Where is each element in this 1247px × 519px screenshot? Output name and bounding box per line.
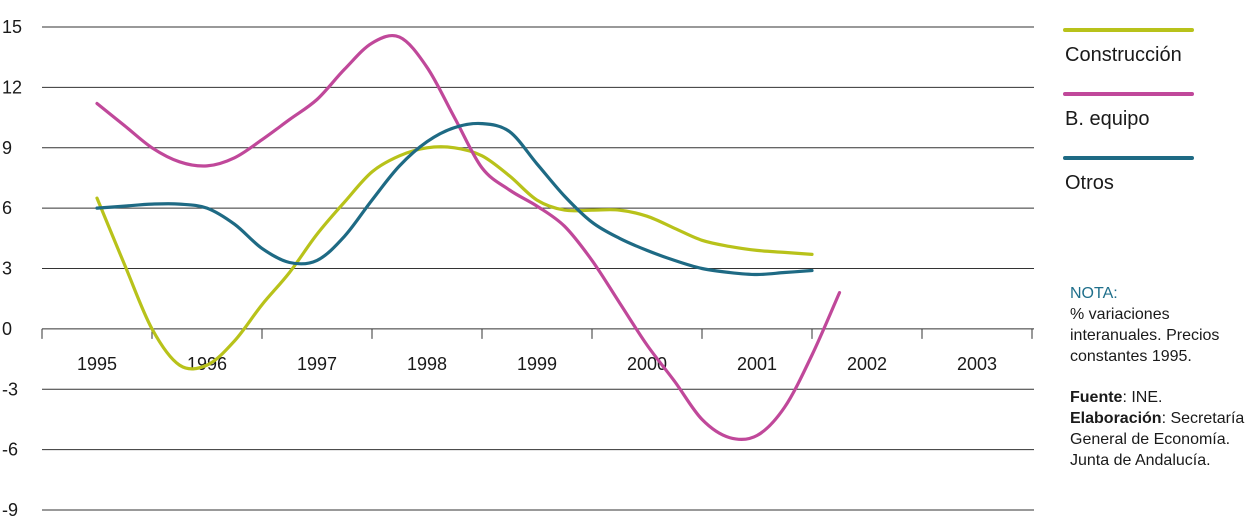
legend-label-b-equipo: B. equipo <box>1065 108 1150 130</box>
fuente-line: Fuente: INE. <box>1070 387 1247 408</box>
legend-swatch-construccion <box>1063 28 1194 32</box>
gridlines <box>42 26 1034 511</box>
y-tick-label: 15 <box>2 17 22 37</box>
legend: Construcción B. equipo Otros <box>1063 22 1243 214</box>
legend-label-construccion: Construcción <box>1065 44 1182 66</box>
y-tick-label: 0 <box>2 319 12 339</box>
y-tick-label: 6 <box>2 198 12 218</box>
nota-text: % variaciones interanuales. Precios cons… <box>1070 306 1220 365</box>
legend-item-b-equipo: B. equipo <box>1063 86 1243 150</box>
y-tick-label: -9 <box>2 500 18 519</box>
elaboracion-label: Elaboración <box>1070 410 1162 427</box>
legend-swatch-otros <box>1063 156 1194 160</box>
nota-title: NOTA: <box>1070 285 1118 302</box>
x-tick-label: 2001 <box>737 354 777 374</box>
elaboracion-line: Elaboración: Secretaría General de Econo… <box>1070 408 1247 471</box>
y-tick-label: -6 <box>2 440 18 460</box>
x-tick-label: 1999 <box>517 354 557 374</box>
x-tick-label: 1995 <box>77 354 117 374</box>
fuente-label: Fuente <box>1070 389 1123 406</box>
x-tick-labels: 1995 1996 1997 1998 1999 2000 2001 2002 2003 <box>77 354 997 374</box>
fuente-text: : INE. <box>1122 389 1163 406</box>
legend-swatch-b-equipo <box>1063 92 1194 96</box>
x-tick-label: 1998 <box>407 354 447 374</box>
series-line-otros <box>95 121 814 277</box>
series-line-construcci-n <box>95 145 814 371</box>
x-tick-label: 1997 <box>297 354 337 374</box>
legend-item-otros: Otros <box>1063 150 1243 214</box>
y-tick-label: 12 <box>2 77 22 97</box>
series-line-b-equipo <box>95 33 842 442</box>
series-lines <box>95 33 842 442</box>
x-tick-label: 2003 <box>957 354 997 374</box>
chart-notes: NOTA: % variaciones interanuales. Precio… <box>1070 283 1247 471</box>
y-tick-label: -3 <box>2 379 18 399</box>
x-axis <box>41 328 1034 339</box>
elaboracion-text: : Secretaría General de Economía. Junta … <box>1070 410 1245 469</box>
legend-label-otros: Otros <box>1065 172 1114 194</box>
legend-item-construccion: Construcción <box>1063 22 1243 86</box>
y-tick-labels: 15 12 9 6 3 0 -3 -6 -9 <box>2 17 22 519</box>
x-tick-label: 2002 <box>847 354 887 374</box>
y-tick-label: 3 <box>2 259 12 279</box>
y-tick-label: 9 <box>2 138 12 158</box>
